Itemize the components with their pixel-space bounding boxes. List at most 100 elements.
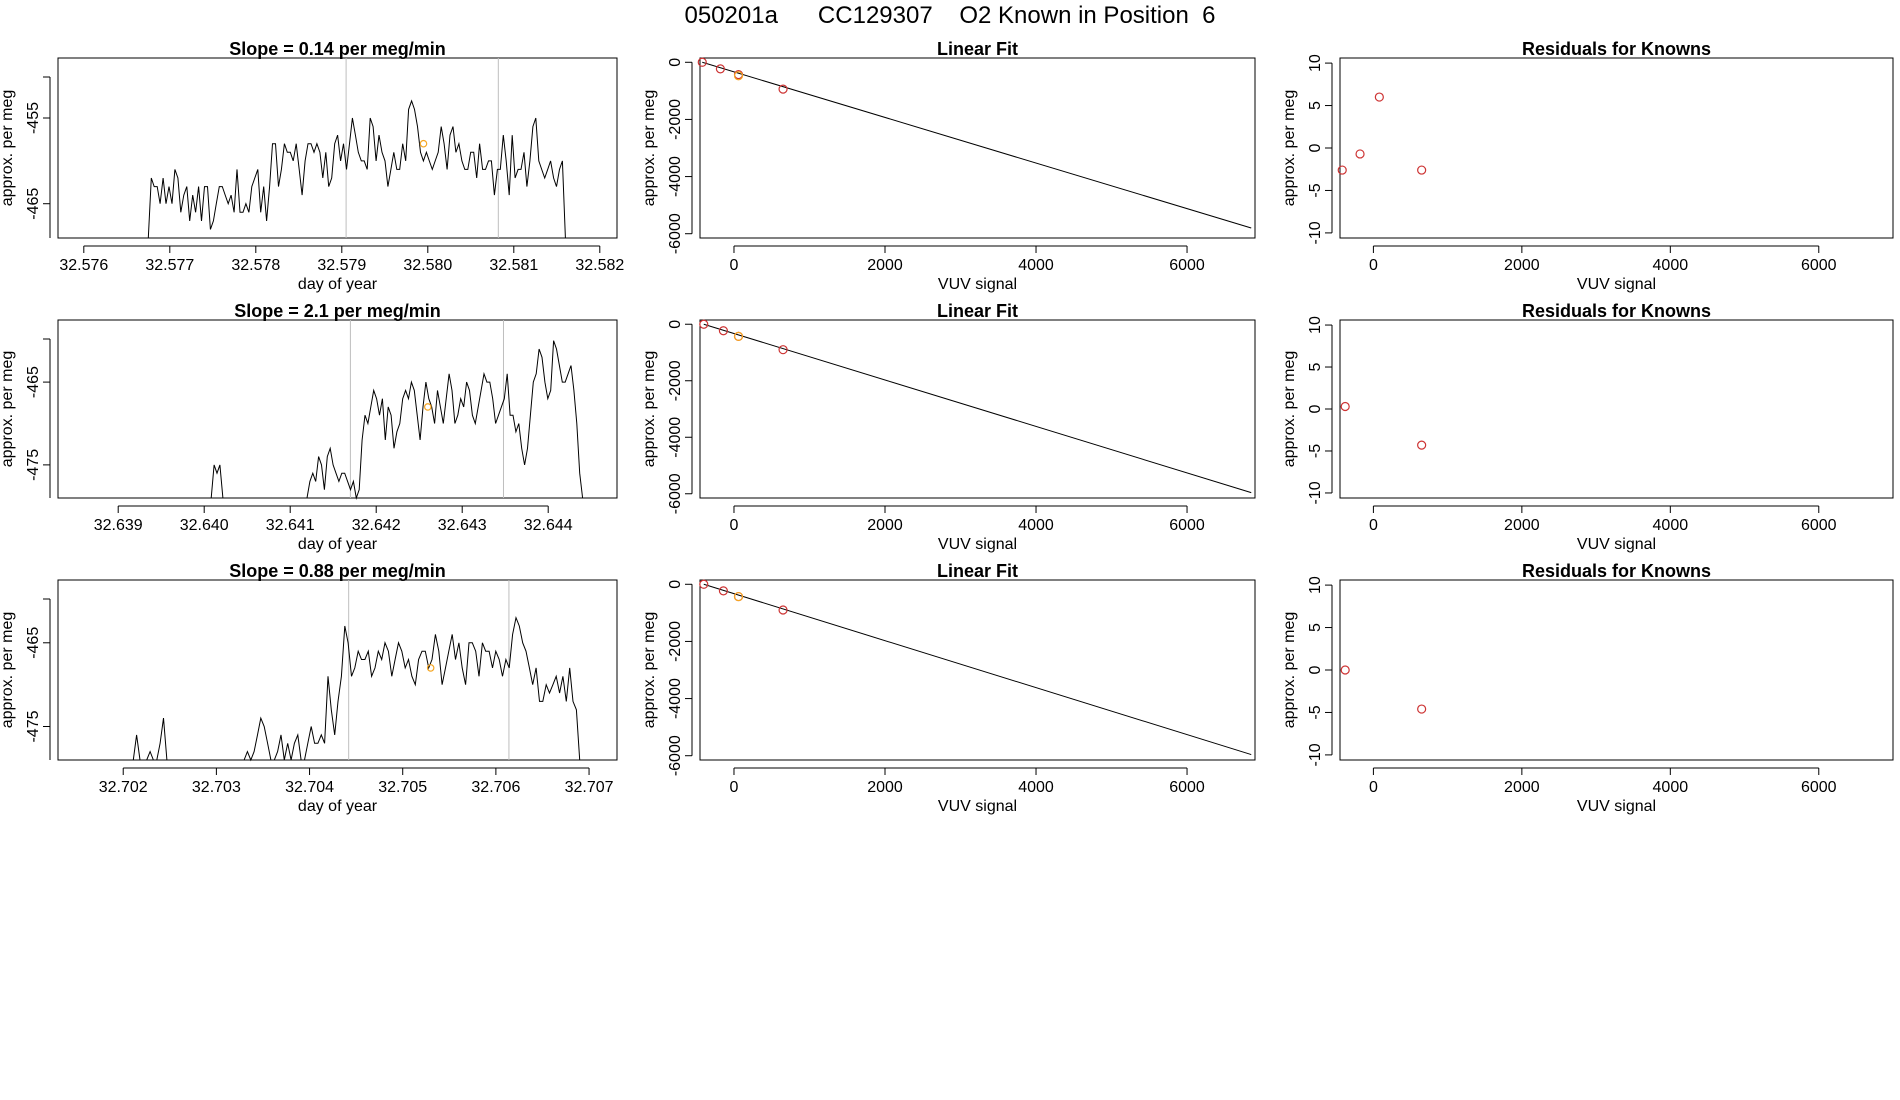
y-tick-label: -475 bbox=[25, 449, 42, 481]
y-tick-label: -455 bbox=[25, 102, 42, 134]
page-title: 050201a CC129307 O2 Known in Position 6 bbox=[684, 2, 1216, 29]
y-tick-label: 0 bbox=[1307, 143, 1324, 152]
plot-frame bbox=[1339, 319, 1894, 499]
plot-frame bbox=[699, 579, 1256, 761]
y-tick-label: -4000 bbox=[667, 417, 684, 458]
y-tick-label: -6000 bbox=[667, 735, 684, 776]
x-tick-label: 32.644 bbox=[524, 517, 573, 534]
known-point bbox=[699, 579, 709, 589]
x-tick-label: 6000 bbox=[1801, 257, 1837, 274]
y-tick-label: 0 bbox=[1307, 665, 1324, 674]
sample-point bbox=[423, 403, 432, 411]
sample-point bbox=[733, 331, 744, 341]
x-tick-label: 32.581 bbox=[489, 257, 538, 274]
y-tick-label: -465 bbox=[25, 627, 42, 659]
x-tick-label: 4000 bbox=[1653, 257, 1689, 274]
y-tick-label: 0 bbox=[1307, 404, 1324, 413]
y-tick-label: -2000 bbox=[667, 621, 684, 662]
known-point bbox=[699, 319, 709, 329]
y-tick-label: 5 bbox=[1307, 362, 1324, 371]
panel-title: Linear Fit bbox=[937, 301, 1018, 321]
x-axis-label: VUV signal bbox=[938, 276, 1017, 293]
panel-row3-linear-fit: Linear Fit 0 2000 4000 6000 VUV signal -6000 -4… bbox=[641, 561, 1256, 815]
known-point bbox=[1374, 92, 1384, 102]
panel-row3-timeseries: Slope = 0.88 per meg/min 32.702 32.703 32.7… bbox=[0, 561, 618, 815]
known-point bbox=[718, 326, 729, 336]
x-tick-label: 32.640 bbox=[180, 517, 229, 534]
y-tick-label: -465 bbox=[25, 366, 42, 398]
x-tick-label: 6000 bbox=[1801, 517, 1837, 534]
panel-title: Slope = 0.14 per meg/min bbox=[229, 39, 446, 59]
fit-line bbox=[702, 61, 1252, 229]
panel-row1-residuals: Residuals for Knowns 0 2000 4000 6000 VUV sig… bbox=[1281, 39, 1894, 293]
y-tick-label: 5 bbox=[1307, 623, 1324, 632]
panel-title: Residuals for Knowns bbox=[1522, 39, 1711, 59]
known-point bbox=[1417, 704, 1427, 714]
x-axis-label: day of year bbox=[298, 276, 378, 293]
panel-title: Slope = 2.1 per meg/min bbox=[234, 301, 441, 321]
x-tick-label: 32.707 bbox=[565, 779, 614, 796]
y-axis-label: approx. per meg bbox=[641, 351, 658, 468]
y-tick-label: -2000 bbox=[667, 99, 684, 140]
panel-row2-timeseries: Slope = 2.1 per meg/min 32.639 32.640 32.64… bbox=[0, 301, 618, 553]
signal-trace bbox=[147, 99, 566, 239]
x-tick-label: 0 bbox=[1369, 779, 1378, 796]
known-point bbox=[778, 345, 788, 355]
sample-point bbox=[419, 139, 428, 148]
x-axis-label: VUV signal bbox=[938, 536, 1017, 553]
y-tick-label: 10 bbox=[1307, 316, 1324, 334]
fit-line bbox=[703, 583, 1252, 756]
y-tick-label: -5 bbox=[1307, 444, 1324, 458]
y-axis-label: approx. per meg bbox=[1281, 351, 1298, 468]
y-axis-label: approx. per meg bbox=[641, 90, 658, 207]
y-tick-label: -465 bbox=[25, 188, 42, 220]
x-tick-label: 32.576 bbox=[59, 257, 108, 274]
known-point bbox=[778, 605, 788, 615]
x-tick-label: 6000 bbox=[1169, 779, 1205, 796]
x-tick-label: 4000 bbox=[1018, 517, 1054, 534]
x-tick-label: 32.706 bbox=[471, 779, 520, 796]
x-tick-label: 4000 bbox=[1653, 779, 1689, 796]
known-point bbox=[1355, 149, 1365, 159]
y-tick-label: -10 bbox=[1307, 481, 1324, 504]
x-tick-label: 32.642 bbox=[352, 517, 401, 534]
y-tick-label: -10 bbox=[1307, 221, 1324, 244]
known-point bbox=[1337, 165, 1347, 175]
y-tick-label: -6000 bbox=[667, 213, 684, 254]
y-axis-label: approx. per meg bbox=[0, 351, 16, 468]
y-axis-label: approx. per meg bbox=[0, 612, 16, 729]
x-tick-label: 32.702 bbox=[99, 779, 148, 796]
x-tick-label: 32.703 bbox=[192, 779, 241, 796]
panel-row2-linear-fit: Linear Fit 0 2000 4000 6000 VUV signal -6000 -4… bbox=[641, 301, 1256, 553]
panel-title: Residuals for Knowns bbox=[1522, 301, 1711, 321]
x-tick-label: 2000 bbox=[1504, 517, 1540, 534]
x-tick-label: 2000 bbox=[1504, 779, 1540, 796]
y-tick-label: -475 bbox=[25, 710, 42, 742]
plot-frame bbox=[57, 579, 618, 761]
y-tick-label: 5 bbox=[1307, 101, 1324, 110]
plot-frame bbox=[57, 57, 618, 239]
panel-title: Slope = 0.88 per meg/min bbox=[229, 561, 446, 581]
x-tick-label: 32.639 bbox=[94, 517, 143, 534]
y-tick-label: -5 bbox=[1307, 705, 1324, 719]
x-tick-label: 4000 bbox=[1018, 779, 1054, 796]
y-tick-label: -4000 bbox=[667, 678, 684, 719]
panel-row2-residuals: Residuals for Knowns 0 2000 4000 6000 VUV sig… bbox=[1281, 301, 1894, 553]
x-tick-label: 2000 bbox=[867, 517, 903, 534]
panel-title: Residuals for Knowns bbox=[1522, 561, 1711, 581]
x-axis-label: day of year bbox=[298, 798, 378, 815]
sample-point bbox=[733, 71, 744, 81]
x-tick-label: 4000 bbox=[1018, 257, 1054, 274]
y-tick-label: -2000 bbox=[667, 360, 684, 401]
panel-row1-linear-fit: Linear Fit 0 2000 4000 6000 VUV signal -6000 -4… bbox=[641, 39, 1256, 293]
x-axis-label: day of year bbox=[298, 536, 378, 553]
known-point bbox=[718, 586, 729, 596]
signal-trace bbox=[101, 340, 584, 500]
signal-trace bbox=[123, 615, 581, 762]
panel-title: Linear Fit bbox=[937, 561, 1018, 581]
y-tick-label: 0 bbox=[667, 58, 684, 67]
known-point bbox=[778, 84, 788, 94]
x-tick-label: 6000 bbox=[1169, 517, 1205, 534]
x-tick-label: 0 bbox=[1369, 257, 1378, 274]
known-point bbox=[1340, 665, 1350, 675]
